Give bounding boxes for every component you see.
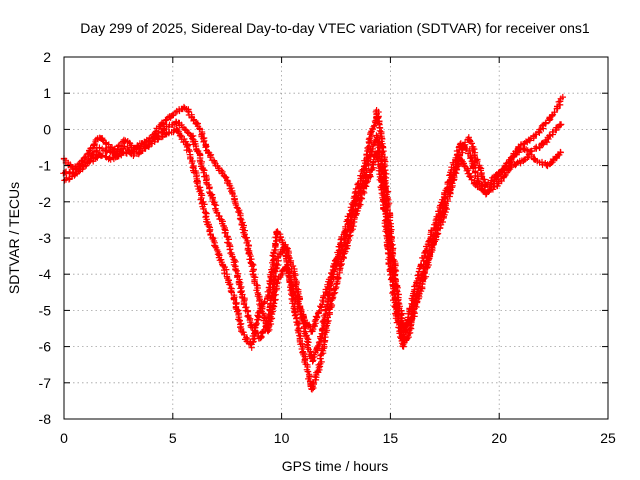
data-points [60,93,566,393]
y-tick-label: -3 [39,230,52,246]
x-tick-labels: 0 5 10 15 20 25 [60,430,616,446]
y-tick-label: 0 [43,121,51,137]
x-tick-label: 10 [274,430,290,446]
grid-lines [64,57,608,419]
y-tick-label: -4 [39,266,52,282]
x-tick-label: 25 [600,430,616,446]
y-tick-label: 1 [43,85,51,101]
x-tick-label: 5 [169,430,177,446]
y-tick-label: 2 [43,49,51,65]
y-tick-label: -6 [39,339,52,355]
series-1-points [60,93,566,335]
x-tick-label: 0 [60,430,68,446]
y-tick-label: -2 [39,194,52,210]
chart-title: Day 299 of 2025, Sidereal Day-to-day VTE… [80,20,590,36]
y-axis-label: SDTVAR / TECUs [6,182,22,294]
x-tick-label: 20 [491,430,507,446]
x-axis-label: GPS time / hours [282,458,389,474]
y-tick-label: -5 [39,302,52,318]
axis-ticks [63,56,609,420]
x-tick-label: 15 [383,430,399,446]
y-tick-labels: -8 -7 -6 -5 -4 -3 -2 -1 0 1 2 [39,49,52,427]
y-tick-label: -8 [39,411,52,427]
y-tick-label: -1 [39,158,52,174]
series-1 [60,93,566,335]
y-tick-label: -7 [39,375,52,391]
